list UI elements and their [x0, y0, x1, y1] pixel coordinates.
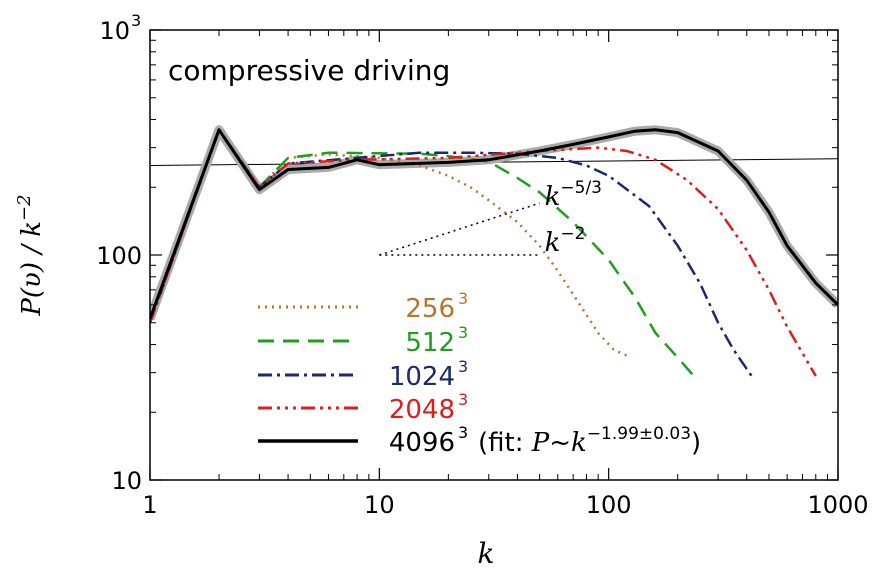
chart-title: compressive driving	[168, 54, 450, 87]
legend-label-512: 512	[405, 328, 455, 358]
y-tick-label: 10	[99, 17, 130, 45]
legend-label-exponent-2048: 3	[458, 390, 468, 409]
legend-label-exponent-512: 3	[458, 323, 468, 342]
y-axis-label-v: υ	[17, 272, 47, 288]
y-tick-label: 100	[96, 242, 142, 270]
slope-reference-label-1: k−5/3	[545, 178, 602, 212]
y-axis-label-exp: −2	[14, 194, 35, 221]
series-line-2048	[150, 128, 817, 377]
y-axis-label-paren-close: )	[17, 262, 47, 273]
y-tick-label: 10	[111, 467, 142, 495]
legend-fit-note: (fit: P~k−1.99±0.03)	[478, 424, 701, 458]
series-line-512	[150, 128, 695, 377]
legend-label-exponent-256: 3	[458, 289, 468, 308]
y-tick-label-exponent: 3	[131, 11, 141, 30]
series-line-4096	[150, 128, 838, 320]
x-tick-label: 10	[364, 491, 395, 519]
slope-reference-label-2: k−2	[545, 224, 586, 258]
legend-label-exponent-4096: 3	[458, 423, 468, 442]
x-tick-label: 1000	[807, 491, 868, 519]
legend-label-exponent-1024: 3	[458, 357, 468, 376]
y-axis-label-p: P	[17, 298, 47, 317]
y-axis-label-k: k	[17, 221, 47, 237]
svg-text:P(υ) / k−2: P(υ) / k−2	[14, 194, 47, 316]
legend-label-2048: 2048	[389, 395, 455, 425]
slope-reference-1	[379, 202, 540, 256]
legend-label-256: 256	[405, 294, 455, 324]
legend-label-4096: 4096	[389, 428, 455, 458]
x-axis-label: k	[478, 537, 495, 570]
legend-label-1024: 1024	[389, 362, 455, 392]
y-axis-label-slash: /	[17, 237, 47, 262]
series-line-1024	[150, 128, 753, 377]
y-axis-label-paren-open: (	[17, 287, 47, 298]
x-tick-label: 100	[586, 491, 632, 519]
y-axis-label: P(υ) / k−2	[14, 194, 47, 316]
x-tick-label: 1	[142, 491, 157, 519]
